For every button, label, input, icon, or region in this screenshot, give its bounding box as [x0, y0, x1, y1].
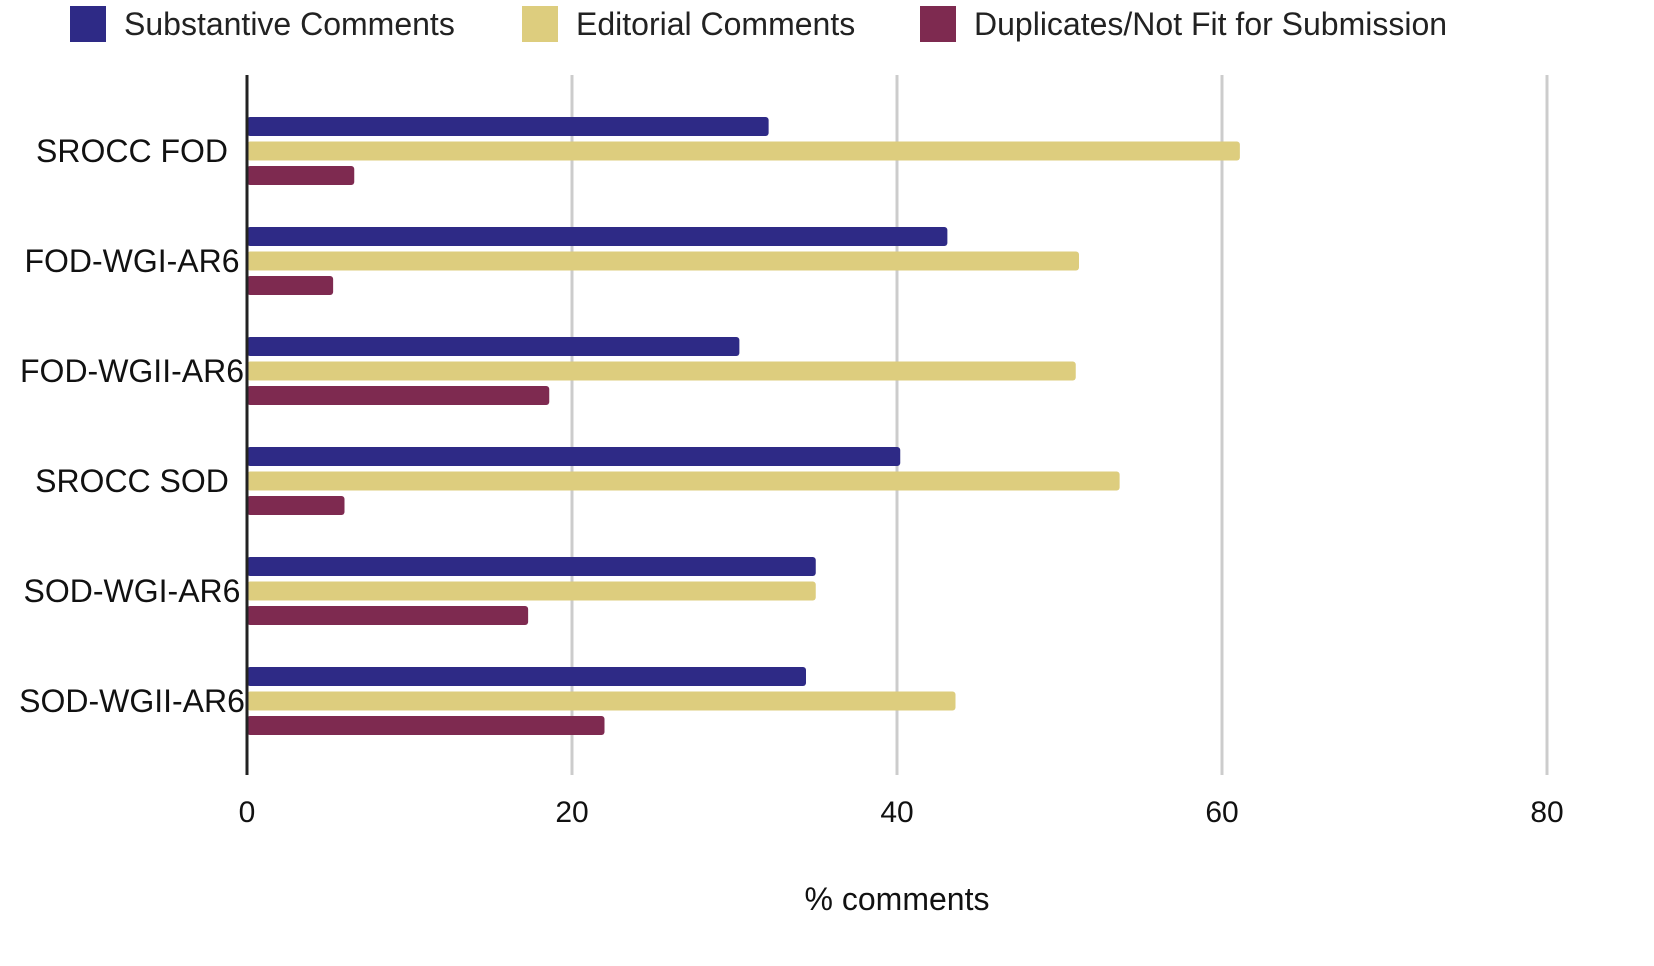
bar: [247, 141, 1240, 161]
bar: [247, 386, 550, 405]
bar: [247, 227, 948, 246]
x-tick-label: 20: [555, 796, 588, 829]
legend: Substantive Comments Editorial Comments …: [0, 0, 1654, 50]
bars: [247, 117, 1240, 735]
bar: [247, 251, 1079, 271]
legend-swatch-editorial: [522, 6, 558, 42]
category-labels: SROCC FOD FOD-WGI-AR6 FOD-WGII-AR6 SROCC SO…: [19, 133, 245, 719]
category-label: FOD-WGII-AR6: [20, 353, 244, 389]
category-label: SROCC FOD: [36, 133, 228, 169]
bar: [247, 337, 740, 356]
bar: [247, 117, 769, 136]
gridlines: [570, 75, 1549, 775]
category-label: SOD-WGI-AR6: [24, 573, 241, 609]
bar: [247, 447, 901, 466]
bar: [247, 667, 806, 686]
bar: [247, 361, 1076, 381]
bar: [247, 496, 345, 515]
x-tick-label: 0: [239, 796, 256, 829]
x-tick-label: 80: [1530, 796, 1563, 829]
bar: [247, 581, 816, 601]
legend-item-duplicates: Duplicates/Not Fit for Submission: [920, 6, 1447, 42]
x-tick-labels: 0 20 40 60 80: [239, 796, 1564, 829]
x-tick-label: 60: [1205, 796, 1238, 829]
legend-item-substantive: Substantive Comments: [70, 6, 455, 42]
bar: [247, 166, 355, 185]
category-label: SOD-WGII-AR6: [19, 683, 245, 719]
bar: [247, 471, 1120, 491]
bar: [247, 691, 956, 711]
x-axis-title: % comments: [805, 881, 990, 917]
x-tick-label: 40: [880, 796, 913, 829]
bar: [247, 557, 816, 576]
legend-swatch-duplicates: [920, 6, 956, 42]
legend-item-editorial: Editorial Comments: [522, 6, 855, 42]
legend-label-duplicates: Duplicates/Not Fit for Submission: [974, 5, 1448, 42]
legend-label-substantive: Substantive Comments: [124, 5, 455, 42]
category-label: SROCC SOD: [35, 463, 229, 499]
legend-swatch-substantive: [70, 6, 106, 42]
category-label: FOD-WGI-AR6: [24, 243, 239, 279]
bar: [247, 716, 605, 735]
bar: [247, 606, 529, 625]
bar: [247, 276, 334, 295]
legend-label-editorial: Editorial Comments: [576, 5, 856, 42]
